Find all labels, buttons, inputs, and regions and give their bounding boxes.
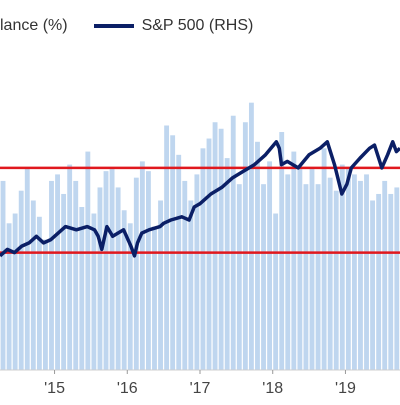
bar: [248, 102, 254, 371]
bar: [388, 193, 394, 370]
bar: [36, 216, 42, 370]
x-tick-label: '18: [262, 380, 283, 397]
bar: [212, 122, 218, 371]
bar: [364, 174, 369, 370]
bar: [194, 174, 200, 370]
bar: [121, 210, 127, 370]
bar: [261, 184, 266, 370]
bar: [152, 226, 157, 370]
bar: [339, 164, 345, 370]
bar: [291, 151, 297, 370]
bar: [242, 122, 248, 371]
bar: [103, 171, 109, 370]
bar: [158, 200, 163, 370]
bar: [200, 148, 206, 370]
bar: [43, 239, 48, 370]
bar: [0, 180, 6, 370]
legend-item-line: S&P 500 (RHS): [68, 17, 254, 35]
bar: [236, 184, 242, 370]
x-tick-label: '17: [190, 380, 211, 397]
legend-line-swatch: [93, 24, 134, 28]
x-tick-label: '19: [335, 380, 356, 397]
bar: [267, 161, 273, 370]
bar: [297, 167, 303, 370]
bar: [285, 174, 291, 370]
legend: lance (%) S&P 500 (RHS): [0, 14, 253, 38]
bar: [321, 148, 327, 370]
bar: [6, 223, 12, 370]
x-tick-label: '16: [117, 380, 138, 397]
bar: [176, 154, 182, 370]
bar: [73, 180, 79, 370]
bar: [303, 184, 309, 370]
bar: [127, 223, 133, 370]
bar: [351, 174, 357, 370]
bar: [394, 187, 400, 370]
bar: [109, 167, 115, 370]
bar: [230, 115, 236, 370]
bar: [370, 200, 376, 370]
bar: [224, 158, 230, 370]
bar: [30, 200, 36, 370]
bar: [333, 190, 339, 370]
legend-label-line: S&P 500 (RHS): [141, 17, 254, 34]
bar: [79, 207, 85, 370]
bar: [315, 184, 321, 370]
series-line-sp500: [0, 140, 400, 258]
bar: [358, 180, 363, 370]
bar: [18, 190, 24, 370]
legend-item-bars: lance (%): [0, 17, 68, 35]
bar: [97, 187, 103, 370]
bar: [273, 213, 279, 370]
bar: [206, 138, 212, 370]
bar: [182, 180, 188, 370]
legend-label-bars: lance (%): [0, 17, 68, 34]
bar: [139, 161, 145, 370]
bar: [91, 213, 97, 370]
bar: [133, 177, 139, 370]
bar: [279, 132, 285, 370]
bar: [327, 177, 333, 370]
x-tick-label: '15: [44, 380, 65, 397]
bar: [55, 174, 60, 370]
bar: [145, 171, 151, 370]
bar: [85, 151, 91, 370]
bar: [382, 180, 388, 370]
bar: [255, 141, 260, 370]
bar: [12, 213, 18, 370]
bar: [376, 193, 382, 370]
bar: [49, 180, 54, 370]
bar: [115, 187, 121, 370]
bar: [24, 167, 30, 370]
bar: [164, 125, 170, 370]
bar: [218, 128, 224, 370]
bar: [61, 193, 67, 370]
bar: [67, 164, 73, 370]
bar: [345, 167, 351, 370]
bar: [188, 200, 194, 370]
bar: [309, 167, 315, 370]
